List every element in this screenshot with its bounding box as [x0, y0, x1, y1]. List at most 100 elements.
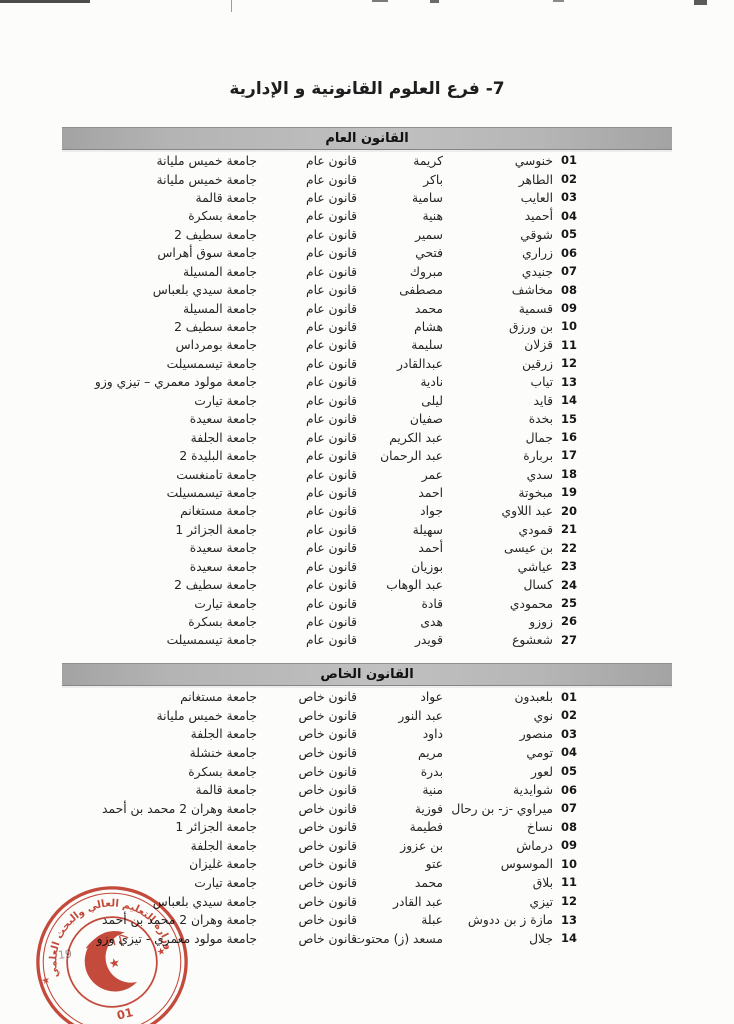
first-name-cell: بن عزوز	[400, 838, 443, 853]
university-cell: جامعة المسيلة	[183, 301, 257, 316]
specialty-cell: قانون عام	[305, 338, 357, 353]
surname-cell: كسال	[523, 578, 553, 593]
surname-cell: الموسوس	[500, 857, 553, 872]
table-row: 12 تيزي عبد القادر قانون خاص جامعة سيدي …	[55, 893, 577, 912]
surname-cell: خنوسي	[514, 154, 553, 169]
first-name-cell: هنية	[422, 209, 444, 224]
surname-cell: بلاق	[532, 876, 553, 891]
page-title: 7- فرع العلوم القانونية و الإدارية	[229, 79, 505, 99]
university-cell: جامعة الجزائر 1	[175, 522, 257, 537]
first-name-cell: سمير	[415, 227, 443, 242]
specialty-cell: قانون عام	[305, 596, 357, 611]
first-name-cell: قادة	[421, 596, 443, 611]
surname-cell: زراري	[522, 246, 553, 261]
specialty-cell: قانون عام	[305, 393, 357, 408]
row-number: 16	[560, 430, 577, 445]
first-name-cell: هدى	[420, 615, 443, 629]
university-cell: جامعة قالمة	[195, 190, 257, 205]
table-row: 04 تومي مريم قانون خاص جامعة خنشلة	[55, 744, 577, 763]
section-header-label: القانون الخاص	[320, 667, 414, 682]
first-name-cell: بوزيان	[411, 559, 443, 574]
first-name-cell: صفيان	[409, 412, 443, 427]
surname-cell: أحميد	[524, 209, 553, 224]
university-cell: جامعة غليزان	[189, 857, 257, 872]
specialty-cell: قانون خاص	[298, 931, 357, 946]
specialty-cell: قانون عام	[305, 615, 357, 629]
surname-cell: بخدة	[528, 412, 553, 427]
section-header-private-law: القانون الخاص	[62, 663, 672, 686]
specialty-cell: قانون عام	[305, 190, 357, 205]
first-name-cell: مصطفى	[399, 283, 443, 298]
row-number: 03	[560, 726, 577, 741]
university-cell: جامعة تيارت	[194, 876, 257, 891]
university-cell: جامعة الجلفة	[190, 430, 257, 445]
first-name-cell: عبد القادر	[393, 894, 443, 909]
university-cell: جامعة مولود معمري - تيزي وزو	[96, 931, 257, 946]
row-number: 22	[560, 540, 577, 555]
specialty-cell: قانون عام	[305, 578, 357, 593]
specialty-cell: قانون عام	[305, 559, 357, 574]
specialty-cell: قانون عام	[305, 283, 357, 298]
university-cell: جامعة قالمة	[195, 783, 257, 798]
table-row: 13 تياب نادية قانون عام جامعة مولود معمر…	[55, 373, 577, 391]
row-number: 04	[560, 208, 577, 223]
specialty-cell: قانون عام	[305, 320, 357, 334]
university-cell: جامعة الجلفة	[190, 727, 257, 742]
university-cell: جامعة تيسمسيلت	[166, 633, 257, 648]
table-row: 15 بخدة صفيان قانون عام جامعة سعيدة	[55, 410, 577, 428]
table-row: 13 مازة ز بن ددوش عبلة قانون خاص جامعة و…	[55, 911, 577, 930]
surname-cell: شوقي	[520, 227, 553, 242]
row-number: 14	[560, 393, 577, 408]
surname-cell: لعور	[531, 764, 553, 779]
surname-cell: قايد	[533, 393, 553, 408]
stamp-inner-star-icon: ★	[107, 954, 122, 971]
table-row: 22 بن عيسى أحمد قانون عام جامعة سعيدة	[55, 539, 577, 557]
row-number: 09	[560, 300, 577, 315]
row-number: 09	[560, 838, 577, 853]
university-cell: جامعة البليدة 2	[179, 449, 257, 464]
university-cell: جامعة سعيدة	[189, 541, 257, 556]
table-row: 18 سدي عمر قانون عام جامعة تامنغست	[55, 465, 577, 483]
row-number: 18	[560, 466, 577, 481]
row-number: 13	[560, 912, 577, 927]
row-number: 25	[560, 595, 577, 610]
row-number: 11	[560, 875, 577, 890]
table-row: 25 محمودي قادة قانون عام جامعة تيارت	[55, 595, 577, 613]
first-name-cell: كريمة	[413, 154, 443, 169]
first-name-cell: سهيلة	[412, 522, 443, 537]
first-name-cell: مسعد (ز) محتوت	[353, 931, 443, 946]
table-row: 26 زوزو هدى قانون عام جامعة بسكرة	[55, 613, 577, 631]
university-cell: جامعة مولود معمري – تيزي وزو	[94, 375, 257, 390]
surname-cell: جمال	[525, 430, 553, 445]
private-law-table: 01 بلعبدون عواد قانون خاص جامعة مستغانم …	[55, 688, 577, 948]
specialty-cell: قانون عام	[305, 467, 357, 482]
specialty-cell: قانون خاص	[298, 894, 357, 909]
surname-cell: سدي	[526, 467, 553, 482]
university-cell: جامعة مستغانم	[180, 690, 257, 705]
scan-artifact	[694, 0, 707, 5]
university-cell: جامعة خميس مليانة	[156, 154, 257, 169]
specialty-cell: قانون عام	[305, 375, 357, 390]
specialty-cell: قانون عام	[305, 430, 357, 445]
surname-cell: قمودي	[518, 522, 553, 537]
university-cell: جامعة تيسمسيلت	[166, 485, 257, 500]
row-number: 23	[560, 559, 577, 574]
university-cell: جامعة تيارت	[194, 596, 257, 611]
row-number: 01	[560, 689, 577, 704]
university-cell: جامعة بسكرة	[188, 209, 257, 224]
surname-cell: العايب	[520, 190, 553, 205]
table-row: 14 جلال مسعد (ز) محتوت قانون خاص جامعة م…	[55, 930, 577, 949]
handwritten-page-mark: 19	[57, 947, 73, 962]
row-number: 12	[560, 894, 577, 909]
table-row: 05 لعور بدرة قانون خاص جامعة بسكرة	[55, 762, 577, 781]
surname-cell: بلعبدون	[514, 690, 553, 705]
surname-cell: بربارة	[523, 449, 553, 464]
table-row: 04 أحميد هنية قانون عام جامعة بسكرة	[55, 207, 577, 225]
first-name-cell: مبروك	[409, 264, 443, 279]
surname-cell: عبد اللاوي	[501, 504, 553, 519]
first-name-cell: داود	[422, 727, 443, 742]
university-cell: جامعة تيسمسيلت	[166, 356, 257, 371]
university-cell: جامعة المسيلة	[183, 264, 257, 279]
row-number: 10	[560, 319, 577, 334]
